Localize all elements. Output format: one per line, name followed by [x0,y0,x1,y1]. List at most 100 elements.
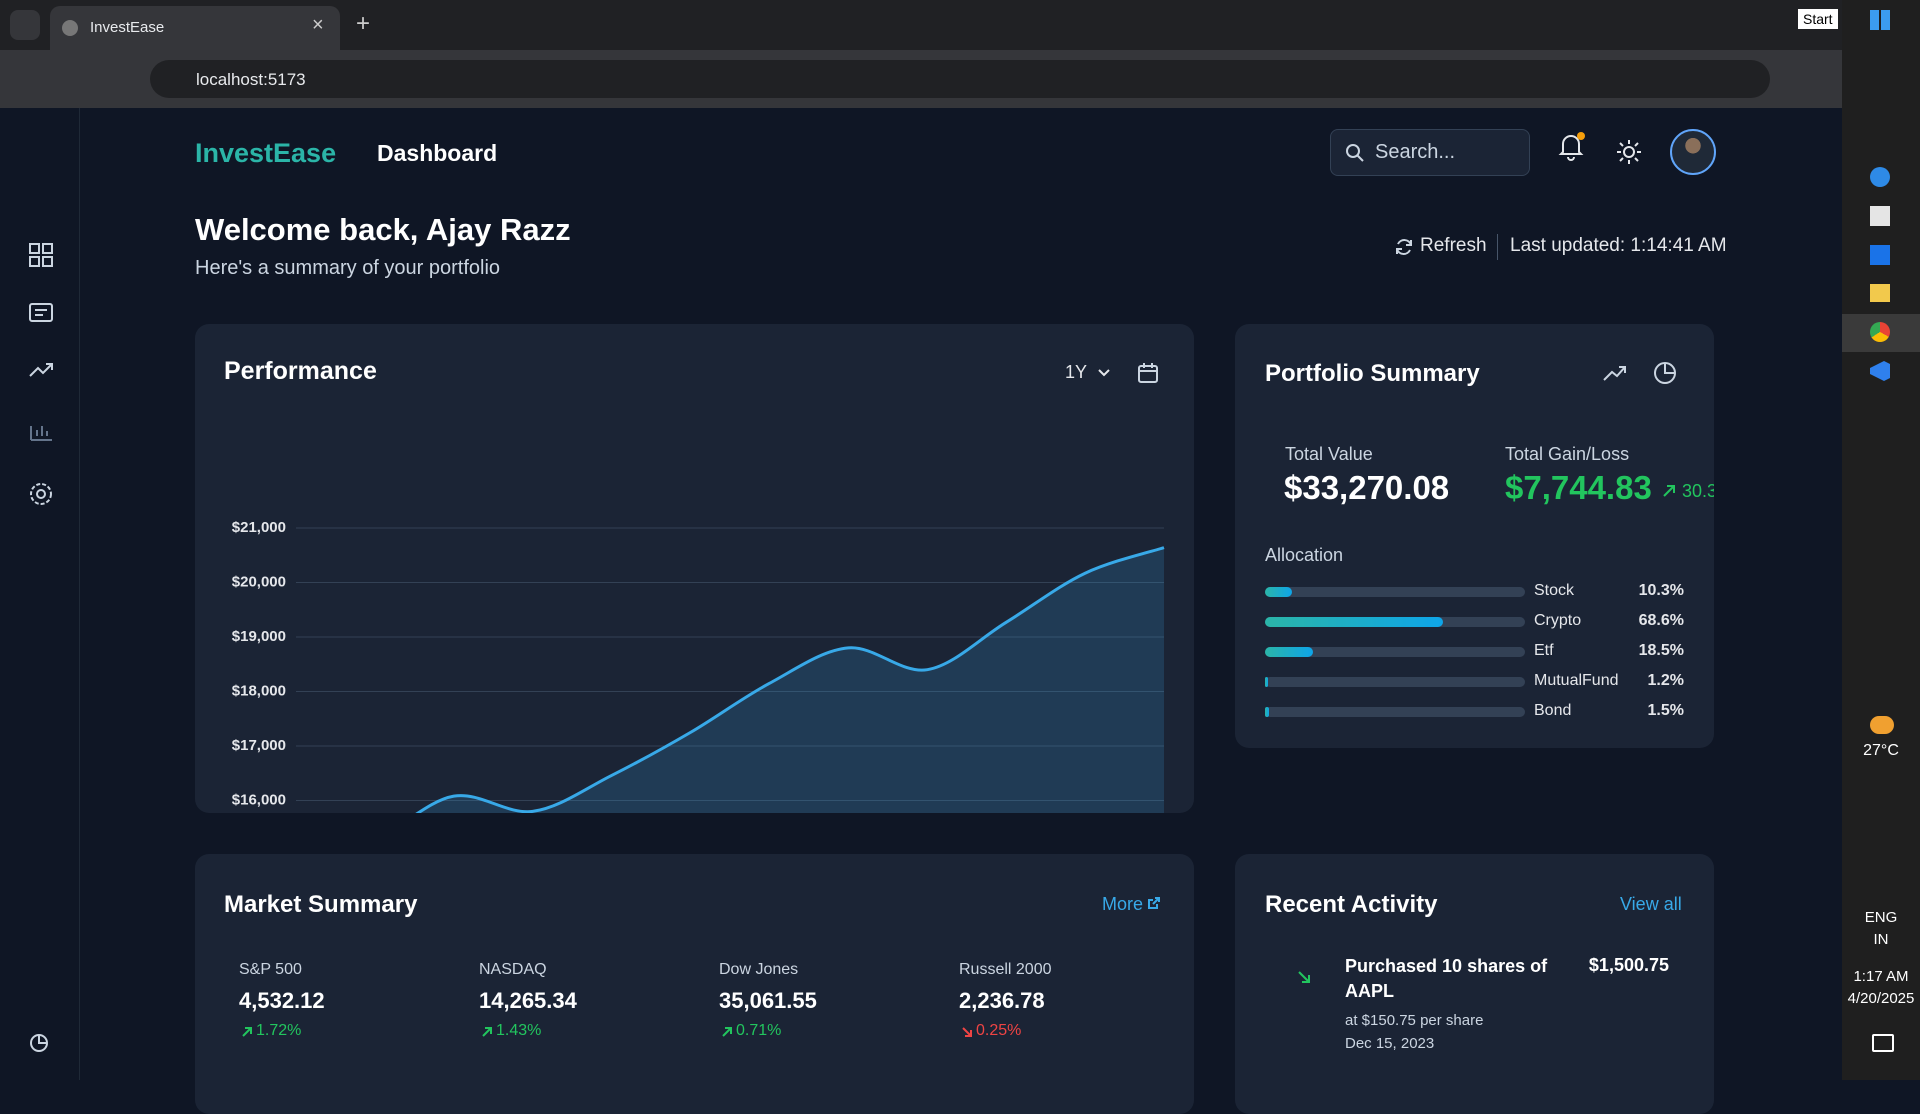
tab-icon [62,20,78,36]
range-select[interactable]: 1Y [1065,362,1111,383]
last-updated: Last updated: 1:14:41 AM [1510,235,1727,256]
market-list: S&P 500 4,532.12 1.72% NASDAQ 14,265.34 1.43%… [195,854,1194,1114]
theme-toggle[interactable] [1615,138,1643,166]
y-tick-label: $19,000 [232,628,286,645]
nav-analytics[interactable] [30,426,52,441]
region: IN [1873,931,1889,948]
index-change: 1.43% [496,1022,542,1039]
nav-messages[interactable] [29,303,53,322]
chrome[interactable] [1870,322,1890,342]
total-value: $33,270.08 [1284,469,1450,506]
trend-view[interactable] [1602,362,1628,384]
logo[interactable]: InvestEase [195,138,337,168]
start-tooltip: Start [1798,9,1838,29]
gain-arrow [1663,485,1675,497]
tab-menu[interactable] [10,10,40,40]
range-label: 1Y [1065,362,1088,382]
index-name: Dow Jones [719,961,799,978]
clock-time[interactable]: 1:17 AM [1853,968,1909,985]
allocation-name: Bond [1534,702,1572,719]
index-change: 0.25% [976,1022,1022,1039]
search[interactable]: Search... [1330,129,1530,176]
activity-date: Dec 15, 2023 [1345,1035,1435,1052]
vscode[interactable] [1870,361,1890,381]
clock-date: 4/20/2025 [1847,990,1915,1007]
allocation-track [1265,587,1525,597]
chevron [1098,369,1111,377]
outlook[interactable] [1870,245,1890,265]
nav-dashboard[interactable] [29,243,53,267]
total-value-label: Total Value [1285,444,1373,464]
sidebar-history[interactable] [28,1032,50,1054]
weather: 27°C [1863,742,1899,759]
allocation-bar [1265,677,1269,687]
url: localhost:5173 [196,70,306,89]
more-link[interactable]: More [1102,894,1161,915]
allocation-track [1265,707,1525,717]
taskbar: Start 27°C ENG IN 1:17 AM 4/20/2025 [1798,0,1920,1080]
allocation-list: Stock 10.3% Crypto 68.6% Etf 18.5% MutualFund 1… [1235,324,1714,748]
allocation-value: 1.2% [1647,672,1684,689]
app: InvestEase Dashboard Search... Welcome b… [0,108,1842,1114]
y-tick-label: $21,000 [232,519,286,536]
index-name: Russell 2000 [959,961,1052,978]
gain-value: $7,744.83 [1505,469,1652,506]
allocation-name: MutualFund [1534,672,1619,689]
sidebar-icons [29,243,53,505]
language[interactable]: ENG [1864,909,1898,926]
y-tick-label: $20,000 [232,573,286,590]
new-tab[interactable]: + [356,10,371,37]
arrow-shape [482,1027,492,1037]
allocation-name: Crypto [1534,612,1582,629]
weather-icon [1870,716,1894,734]
explorer[interactable] [1870,284,1890,302]
edge[interactable] [1870,167,1890,187]
allocation-track [1265,677,1525,687]
refresh-icon [1396,239,1412,255]
divider [1497,234,1498,260]
allocation-value: 68.6% [1638,612,1684,629]
trend-arrow [962,1027,972,1037]
card-title: Performance [224,357,377,385]
avatar[interactable] [1670,129,1716,175]
notifications[interactable] [1555,130,1587,162]
store[interactable] [1870,206,1890,226]
tab-close[interactable]: × [312,14,324,36]
trend-arrow [482,1027,492,1037]
y-tick-label: $16,000 [232,791,286,808]
calendar[interactable] [1137,362,1159,384]
trend-arrow [242,1027,252,1037]
activity-card: Recent Activity View all Purchased 10 sh… [1235,854,1714,1114]
arrow-shape [962,1027,972,1037]
activity-title: Purchased 10 shares of AAPL [1345,956,1548,1001]
index-value: 14,265.34 [479,988,577,1013]
market-card: Market Summary More S&P 500 4,532.12 1.72%… [195,854,1194,1114]
pie-view[interactable] [1652,360,1678,386]
allocation-value: 1.5% [1647,702,1684,719]
card-title: Portfolio Summary [1265,360,1480,387]
page-title: Dashboard [377,140,498,166]
performance-chart: $15,000$16,000$17,000$18,000$19,000$20,0… [232,519,1165,813]
view-all[interactable]: View all [1620,894,1682,914]
nav-trends[interactable] [29,363,53,377]
notifications-center[interactable] [1872,1034,1894,1052]
card-title: Market Summary [224,891,418,918]
sidebar [0,108,80,1080]
address-bar[interactable]: localhost:5173 [150,60,1770,98]
arrow-shape [242,1027,252,1037]
nav-settings[interactable] [30,483,52,505]
portfolio-card: Portfolio Summary Total Value $33,270.08… [1235,324,1714,748]
allocation-bar [1265,617,1444,627]
start-button[interactable] [1870,10,1890,30]
performance-card: Performance 1Y $15,000$16,000$17,000$18,… [195,324,1194,813]
index-change: 0.71% [736,1022,782,1039]
line [415,546,1165,813]
activity-amount: $1,500.75 [1588,955,1669,975]
card-title: Recent Activity [1265,891,1438,918]
arrow-shape [722,1027,732,1037]
tab[interactable]: InvestEase × [50,6,340,50]
index-name: NASDAQ [479,961,547,978]
gain-pct: 30.3 [1682,481,1714,501]
browser: InvestEase × + localhost:5173 InvestEase… [0,0,1842,1114]
